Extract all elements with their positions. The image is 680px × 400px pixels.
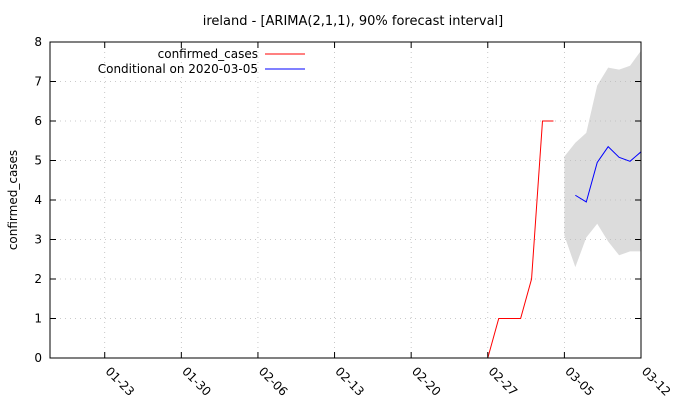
x-tick-label: 01-23 [103, 364, 138, 399]
y-tick-label: 1 [34, 312, 42, 326]
y-tick-label: 6 [34, 114, 42, 128]
series-line-0 [487, 120, 554, 359]
series-layer [487, 120, 642, 359]
series-line-1 [575, 145, 642, 203]
y-tick-label: 8 [34, 35, 42, 49]
y-tick-label: 2 [34, 272, 42, 286]
x-tick-label: 02-27 [486, 364, 521, 399]
x-tick-label: 02-13 [332, 364, 367, 399]
x-tick-label: 02-20 [409, 364, 444, 399]
y-tick-label: 3 [34, 233, 42, 247]
legend-label-confirmed-cases: confirmed_cases [158, 47, 258, 61]
y-tick-label: 4 [34, 193, 42, 207]
x-tick-label: 03-05 [562, 364, 597, 399]
x-tick-label: 02-06 [256, 364, 291, 399]
chart-title: ireland - [ARIMA(2,1,1), 90% forecast in… [203, 14, 504, 29]
forecast-interval-band [564, 50, 641, 268]
x-tick-label: 01-30 [179, 364, 214, 399]
grid-layer [50, 42, 642, 358]
y-tick-label: 7 [34, 75, 42, 89]
legend-label-conditional: Conditional on 2020-03-05 [98, 62, 258, 76]
y-tick-label: 0 [34, 351, 42, 365]
y-tick-label: 5 [34, 154, 42, 168]
legend: confirmed_cases Conditional on 2020-03-0… [98, 47, 305, 76]
y-axis-label: confirmed_cases [6, 150, 20, 250]
x-tick-label: 03-12 [639, 364, 674, 399]
forecast-band-layer [564, 50, 641, 268]
